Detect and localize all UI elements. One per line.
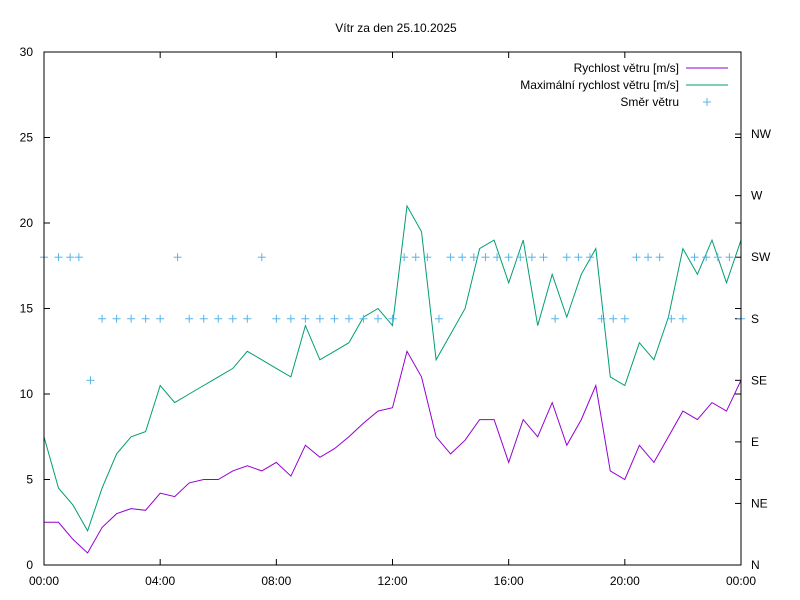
x-axis-ticks: 00:00 04:00 08:00 12:00 16:00 20:00 00:00	[29, 52, 756, 588]
y2-tick-label: NW	[751, 127, 772, 141]
y-tick-label: 20	[20, 216, 34, 230]
legend-label-max-speed: Maximální rychlost větru [m/s]	[520, 78, 679, 92]
x-tick-label: 16:00	[494, 574, 524, 588]
x-tick-label: 08:00	[261, 574, 291, 588]
series-line-speed	[44, 349, 742, 554]
x-tick-label: 20:00	[610, 574, 640, 588]
y2-tick-label: SE	[751, 373, 767, 387]
y2-tick-label: W	[751, 189, 763, 203]
x-tick-label: 00:00	[29, 574, 59, 588]
legend-label-speed: Rychlost větru [m/s]	[574, 61, 679, 75]
y-axis-ticks: 0 5 10 15 20 25 30	[20, 45, 741, 572]
series-direction-points	[40, 253, 745, 385]
y2-tick-label: NE	[751, 496, 768, 510]
y-tick-label: 15	[20, 302, 34, 316]
y-tick-label: 30	[20, 45, 34, 59]
chart-title: Vítr za den 25.10.2025	[335, 21, 457, 35]
y2-tick-label: S	[751, 312, 759, 326]
y2-axis-ticks: N NE E SE S SW W NW	[735, 127, 772, 572]
x-tick-label: 12:00	[377, 574, 407, 588]
series-line-max-speed	[43, 204, 742, 533]
x-tick-label: 00:00	[726, 574, 756, 588]
series-layer	[40, 204, 745, 554]
y2-tick-label: E	[751, 435, 759, 449]
legend-swatch-direction	[703, 98, 711, 106]
y-tick-label: 0	[26, 558, 33, 572]
y-tick-label: 5	[26, 473, 33, 487]
legend-label-direction: Směr větru	[620, 95, 679, 109]
y-tick-label: 10	[20, 387, 34, 401]
y2-tick-label: N	[751, 558, 760, 572]
x-tick-label: 04:00	[145, 574, 175, 588]
plot-frame	[43, 51, 742, 566]
y2-tick-label: SW	[751, 250, 771, 264]
legend: Rychlost větru [m/s] Maximální rychlost …	[520, 61, 728, 109]
y-tick-label: 25	[20, 131, 34, 145]
